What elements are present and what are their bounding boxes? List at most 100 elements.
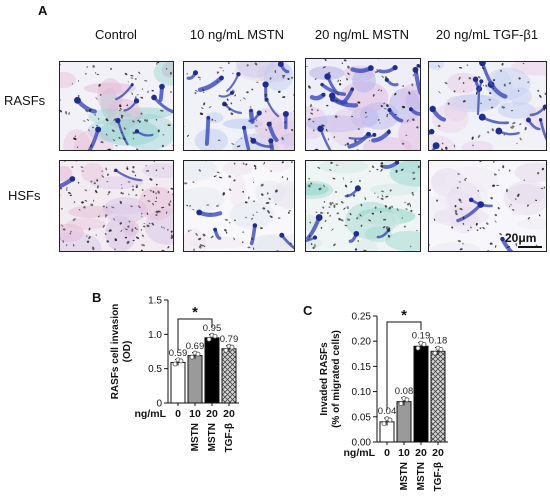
stained-cell <box>340 87 355 105</box>
membrane-pore <box>416 126 419 129</box>
membrane-pore <box>119 200 122 204</box>
membrane-pore <box>388 227 391 230</box>
membrane-pore <box>233 90 235 93</box>
significance-star: * <box>401 307 407 324</box>
membrane-pore <box>500 69 502 72</box>
stained-nucleus <box>314 148 319 150</box>
membrane-pore <box>479 227 482 230</box>
membrane-pore <box>145 170 150 172</box>
membrane-pore <box>281 161 284 164</box>
membrane-pore <box>519 137 522 141</box>
membrane-pore <box>458 76 461 80</box>
membrane-pore <box>141 189 144 191</box>
stained-nucleus <box>477 201 485 208</box>
membrane-pore <box>60 110 62 113</box>
membrane-pore <box>162 167 164 170</box>
membrane-pore <box>506 233 509 235</box>
membrane-pore <box>113 170 116 172</box>
stained-nucleus <box>542 104 546 110</box>
membrane-pore <box>330 161 333 165</box>
stain-wash <box>389 161 420 187</box>
membrane-pore <box>256 81 259 83</box>
stain-wash <box>352 68 376 93</box>
membrane-pore <box>515 198 517 200</box>
membrane-pore <box>77 94 80 97</box>
membrane-pore <box>523 179 525 182</box>
membrane-pore <box>171 234 173 237</box>
stain-wash <box>228 174 247 208</box>
stained-nucleus <box>408 107 413 112</box>
membrane-pore <box>281 176 284 179</box>
stain-wash <box>405 89 420 113</box>
membrane-pore <box>310 112 314 115</box>
stain-wash <box>60 165 73 182</box>
membrane-pore <box>281 137 284 141</box>
membrane-pore <box>322 66 326 69</box>
membrane-pore <box>445 146 448 150</box>
membrane-pore <box>324 220 327 222</box>
membrane-pore <box>291 161 293 164</box>
membrane-pore <box>275 203 277 205</box>
membrane-pore <box>145 119 149 123</box>
membrane-pore <box>106 181 109 183</box>
membrane-pore <box>459 201 463 203</box>
membrane-pore <box>347 150 349 151</box>
membrane-pore <box>135 185 138 189</box>
membrane-pore <box>156 62 158 65</box>
replicate-point <box>178 358 184 364</box>
membrane-pore <box>201 107 204 109</box>
membrane-pore <box>539 94 542 98</box>
membrane-pore <box>134 174 136 177</box>
membrane-pore <box>119 104 122 108</box>
membrane-pore <box>194 92 197 95</box>
membrane-pore <box>354 189 357 191</box>
membrane-pore <box>73 244 75 247</box>
membrane-pore <box>477 134 481 138</box>
membrane-pore <box>155 169 158 171</box>
membrane-pore <box>438 64 440 68</box>
membrane-pore <box>126 167 129 170</box>
stain-wash <box>97 78 124 113</box>
membrane-pore <box>260 193 264 196</box>
membrane-pore <box>493 161 495 163</box>
membrane-pore <box>383 102 386 105</box>
membrane-pore <box>306 211 307 213</box>
membrane-pore <box>380 190 385 193</box>
value-label: 0.18 <box>429 336 448 347</box>
membrane-pore <box>201 244 203 247</box>
membrane-pore <box>198 246 202 249</box>
membrane-pore <box>490 196 493 200</box>
membrane-pore <box>503 83 506 87</box>
stained-nucleus <box>412 66 419 73</box>
membrane-pore <box>254 125 258 127</box>
stained-nucleus <box>192 70 198 76</box>
membrane-pore <box>251 237 254 240</box>
membrane-pore <box>165 67 168 70</box>
membrane-pore <box>380 168 383 172</box>
y-label-line: RASFs cell invasion <box>110 304 121 400</box>
membrane-pore <box>429 189 432 191</box>
membrane-pore <box>277 217 281 219</box>
membrane-pore <box>411 192 414 194</box>
stained-nucleus <box>366 131 371 137</box>
stained-nucleus <box>526 117 531 123</box>
membrane-pore <box>270 170 273 172</box>
membrane-pore <box>357 101 361 104</box>
membrane-pore <box>412 193 414 196</box>
membrane-pore <box>433 218 436 221</box>
scale-bar-label: 20μm <box>505 231 537 245</box>
membrane-pore <box>147 200 151 202</box>
membrane-pore <box>155 214 158 216</box>
membrane-pore <box>140 96 144 99</box>
membrane-pore <box>73 137 77 141</box>
x-treatment-label: TGF-β <box>433 462 444 491</box>
stain-wash <box>446 72 479 94</box>
membrane-pore <box>84 189 88 192</box>
membrane-pore <box>347 72 350 75</box>
membrane-pore <box>119 107 122 110</box>
membrane-pore <box>346 218 351 221</box>
membrane-pore <box>486 131 490 134</box>
membrane-pore <box>372 94 375 97</box>
membrane-pore <box>86 66 88 68</box>
membrane-pore <box>496 184 500 186</box>
